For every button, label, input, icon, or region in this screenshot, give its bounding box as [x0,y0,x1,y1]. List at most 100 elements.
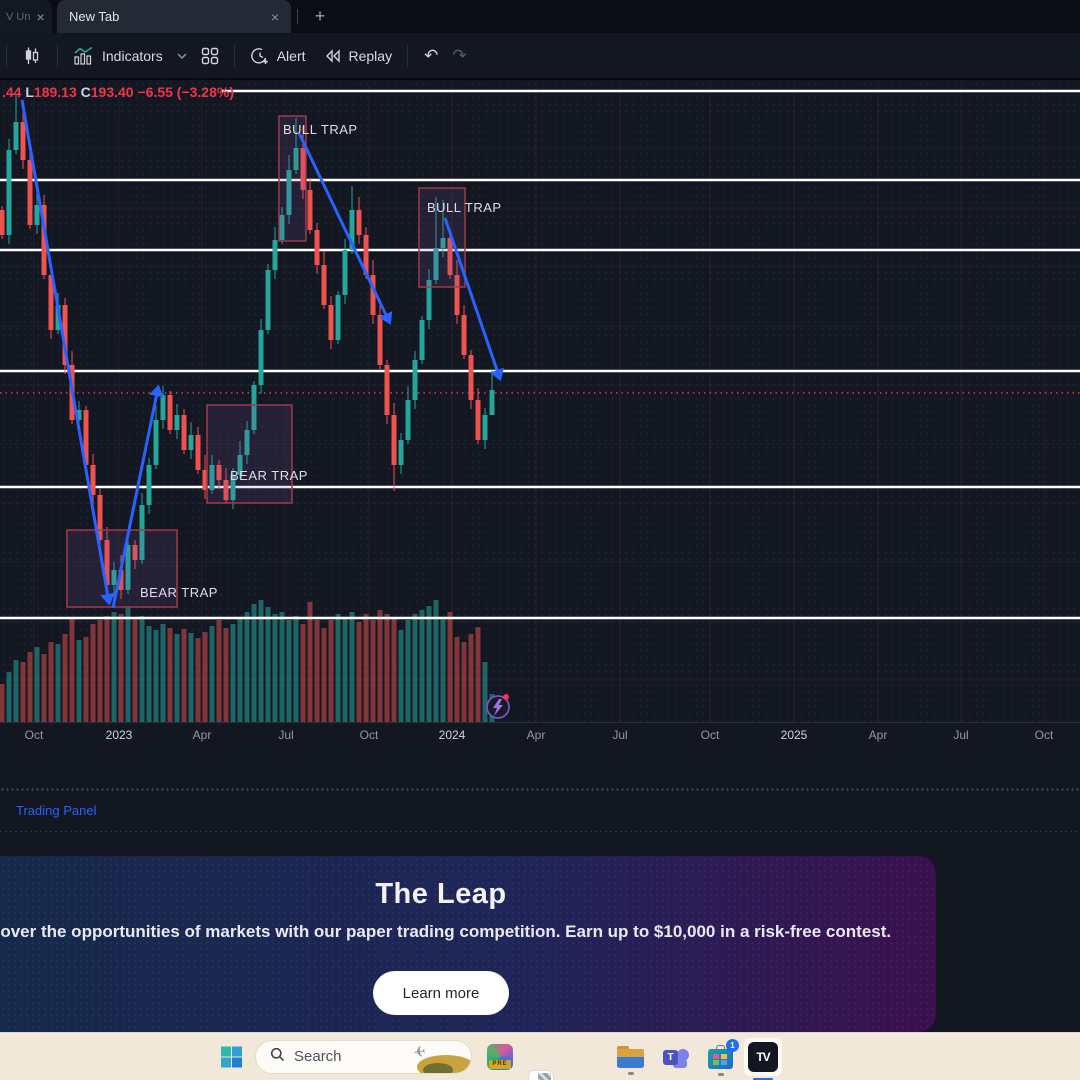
redo-button[interactable]: ↷ [452,45,467,65]
teams-icon[interactable]: T [663,1045,689,1069]
edge-preview-app-icon[interactable]: PRE [487,1043,513,1070]
replay-button[interactable]: Replay [315,39,402,73]
time-axis-label: 2024 [438,728,466,742]
volume-bar [160,624,166,722]
candle-body [433,248,439,280]
tradingview-logo: TV [748,1041,778,1072]
candle-body [174,415,180,430]
undo-button[interactable]: ↶ [424,45,439,65]
trap-label: BULL TRAP [427,200,502,215]
microsoft-store-icon[interactable]: 1 [708,1038,739,1076]
candle-body [244,430,250,455]
volume-bar [251,604,257,722]
candle-body [384,365,390,415]
start-button[interactable] [221,1046,242,1067]
candle-body [76,410,82,420]
trap-label: BEAR TRAP [230,468,308,483]
time-axis-label: 2025 [780,728,808,742]
time-axis-label: Jul [953,728,969,742]
volume-bar [265,607,271,722]
volume-bar [314,620,320,722]
candle-body [209,465,215,490]
volume-bar [328,620,334,722]
candle-body [27,160,33,225]
time-axis-label: Apr [192,728,212,742]
volume-bar [349,612,355,722]
volume-bar [13,660,19,722]
banner-subtitle: cover the opportunities of markets with … [0,922,892,941]
legend-change: −6.55 (−3.28%) [137,84,234,100]
volume-bar [391,617,397,722]
volume-bar [461,642,467,722]
search-icon [270,1047,285,1067]
chart-canvas[interactable]: BEAR TRAP BEAR TRAP BULL TRAP BULL TRAP [0,80,1080,722]
trend-arrow [443,217,498,373]
search-label: Search [294,1048,342,1065]
replay-label: Replay [348,47,393,64]
lightning-icon [493,699,503,716]
time-axis-label: Oct [24,728,44,742]
active-tab-close-icon[interactable]: × [270,8,279,25]
active-tab[interactable]: New Tab × [57,0,291,33]
volume-bar [139,616,145,722]
windows-logo-icon [221,1046,242,1067]
indicators-button[interactable]: Indicators [64,39,172,73]
candle-body [349,210,355,250]
chart-toolbar: Indicators Alert [0,33,1080,80]
volume-bar [370,620,376,722]
learn-more-button[interactable]: Learn more [373,971,509,1015]
candle-body [34,205,40,225]
candle-body [195,435,201,470]
background-tab-close-icon[interactable]: × [36,8,45,25]
alert-button[interactable]: Alert [241,39,315,73]
volume-bar [195,638,201,722]
candle-body [300,148,306,190]
candle-body [258,330,264,385]
candle-body [293,148,299,170]
alert-label: Alert [276,47,306,64]
candle-body [90,465,96,495]
indicators-dropdown[interactable] [172,39,192,73]
candle-body [314,230,320,265]
candle-body [398,440,404,465]
search-weather-art[interactable]: ✈ [409,1041,471,1073]
volume-bar [104,616,110,722]
time-axis-label: Oct [700,728,720,742]
tradingview-app-icon[interactable]: TV [744,1037,782,1080]
volume-bar [167,628,173,722]
volume-bar [69,617,75,722]
trading-panel-header[interactable]: Trading Panel [0,792,1080,831]
volume-bar [230,624,236,722]
time-axis[interactable]: Oct 2023 Apr Jul Oct 2024 Apr Jul Oct 2025 Apr Jul O… [0,722,1080,748]
trap-box [278,115,307,242]
trap-label: BEAR TRAP [140,585,218,600]
legend-close-label: C [80,84,91,100]
time-axis-label: Apr [526,728,546,742]
chart-type-button[interactable] [13,39,51,73]
layout-grid-button[interactable] [192,39,228,73]
panel-resize-handle[interactable] [0,787,1080,792]
volume-bar [244,612,250,722]
taskbar-search[interactable]: Search ✈ [255,1039,472,1074]
file-explorer-icon[interactable] [617,1045,644,1075]
trading-panel-label[interactable]: Trading Panel [16,803,97,818]
volume-bar [209,626,215,722]
candle-body [6,150,12,235]
background-tab[interactable]: V Un × [0,0,52,33]
candle-body [391,415,397,465]
grid-layout-icon [201,47,219,65]
new-tab-button[interactable]: + [314,5,326,26]
active-tab-label: New Tab [69,9,120,24]
price-chart[interactable]: BEAR TRAP BEAR TRAP BULL TRAP BULL TRAP .44… [0,80,1080,722]
volume-bar [454,637,460,722]
candle-body [286,170,292,215]
candle-body [188,435,194,450]
candle-body [419,320,425,360]
photos-app-icon[interactable] [528,1069,554,1080]
volume-bar [27,652,33,722]
candle-body [335,295,341,340]
volume-bar [398,630,404,722]
candle-body [216,465,222,480]
replay-icon [324,48,342,64]
